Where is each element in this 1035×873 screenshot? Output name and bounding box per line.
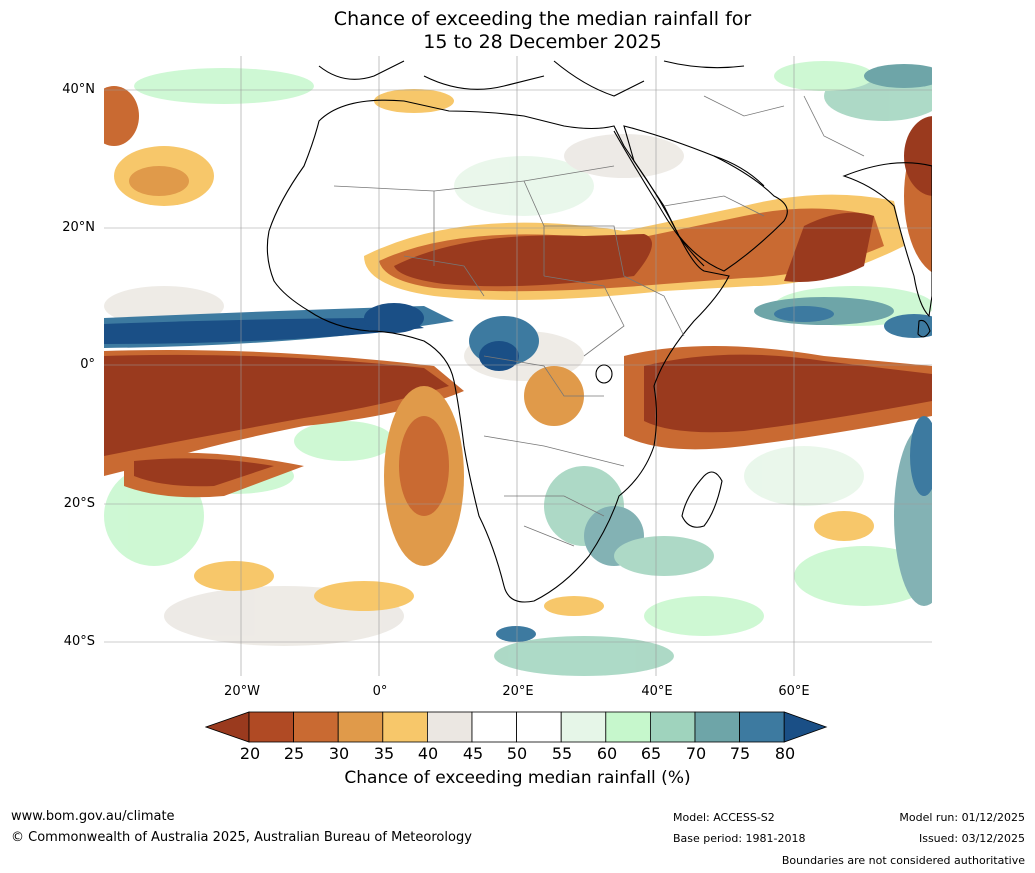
colorbar-segment: [426, 711, 473, 743]
chart-title: Chance of exceeding the median rainfall …: [0, 8, 1035, 54]
arabia-coastline: [623, 125, 788, 272]
map-svg: [104, 56, 932, 676]
madagascar-coastline: [681, 471, 723, 528]
colorbar-tick: 50: [506, 744, 528, 763]
wet-anomaly-regions: [104, 64, 932, 642]
dry-anomaly-regions: [104, 86, 932, 616]
colorbar-segment: [337, 711, 384, 743]
colorbar-segment: [649, 711, 696, 743]
colorbar-segment: [471, 711, 517, 743]
boundaries-disclaimer: Boundaries are not considered authoritat…: [781, 854, 1025, 867]
graticule: [104, 56, 932, 676]
persian-gulf-coastline: [713, 155, 765, 187]
lake-victoria: [595, 364, 613, 384]
colorbar-segments: [205, 711, 828, 743]
colorbar-segment: [382, 711, 428, 743]
coastlines: [266, 60, 932, 603]
colorbar-tick: 70: [685, 744, 707, 763]
colorbar-tick: 75: [729, 744, 751, 763]
colorbar-tick: 55: [551, 744, 573, 763]
colorbar-tick: 40: [417, 744, 439, 763]
title-line-2: 15 to 28 December 2025: [423, 31, 662, 53]
website-url: www.bom.gov.au/climate: [11, 809, 175, 824]
model-name: Model: ACCESS-S2: [673, 811, 775, 824]
lon-label-40e: 40°E: [641, 684, 673, 699]
lat-label-20s: 20°S: [63, 496, 95, 511]
colorbar-segment: [694, 711, 740, 743]
lon-label-0: 0°: [372, 684, 388, 699]
model-run: Model run: 01/12/2025: [899, 811, 1025, 824]
colorbar-tick: 80: [774, 744, 796, 763]
country-boundaries: [333, 95, 865, 547]
colorbar-tick: 20: [239, 744, 261, 763]
colorbar-label: Chance of exceeding median rainfall (%): [344, 768, 691, 788]
colorbar-tick: 65: [640, 744, 662, 763]
colorbar-tick: 45: [462, 744, 484, 763]
sri-lanka-coastline: [917, 319, 931, 338]
colorbar-segment: [248, 711, 294, 743]
lat-label-40n: 40°N: [62, 82, 95, 97]
colorbar-segment: [293, 711, 339, 743]
lat-label-40s: 40°S: [63, 634, 95, 649]
europe-coastline: [318, 60, 745, 97]
colorbar-arrow-high: [783, 711, 828, 743]
lon-label-60e: 60°E: [778, 684, 810, 699]
colorbar-tick: 60: [596, 744, 618, 763]
lat-label-equator: 0°: [80, 357, 95, 372]
copyright-text: © Commonwealth of Australia 2025, Austra…: [11, 830, 472, 845]
colorbar-tick: 25: [283, 744, 305, 763]
issued-date: Issued: 03/12/2025: [918, 832, 1025, 845]
colorbar-arrow-low: [205, 711, 250, 743]
colorbar-segment: [739, 711, 785, 743]
colorbar: [205, 711, 828, 743]
lon-label-20e: 20°E: [502, 684, 534, 699]
colorbar-segment: [516, 711, 562, 743]
rainfall-map: [104, 56, 932, 676]
red-sea-coastline: [613, 130, 705, 267]
lon-label-20w: 20°W: [224, 684, 260, 699]
india-coastline: [842, 162, 932, 318]
colorbar-segment: [605, 711, 651, 743]
colorbar-tick: 35: [373, 744, 395, 763]
colorbar-segment: [560, 711, 607, 743]
colorbar-tick: 30: [328, 744, 350, 763]
title-line-1: Chance of exceeding the median rainfall …: [333, 8, 752, 30]
base-period: Base period: 1981-2018: [673, 832, 806, 845]
lat-label-20n: 20°N: [62, 220, 95, 235]
